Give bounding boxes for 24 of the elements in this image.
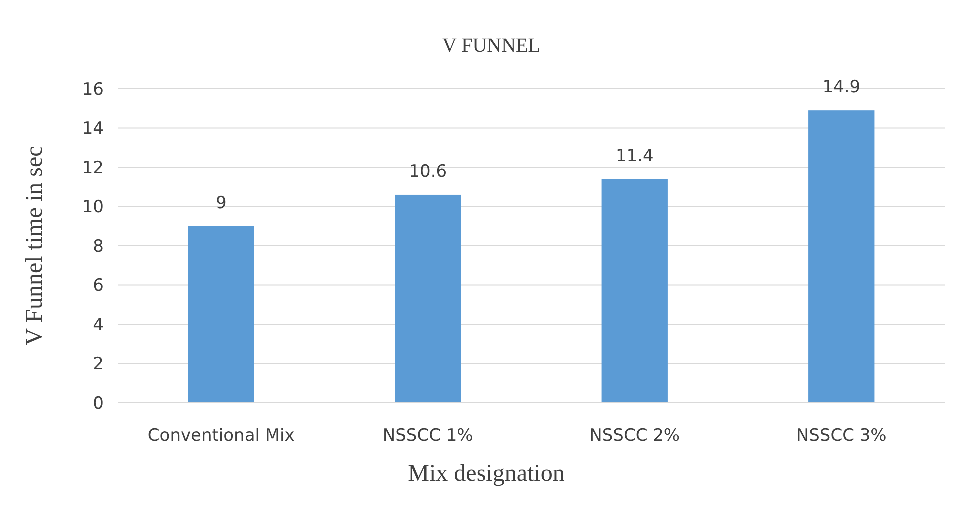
bar <box>602 179 668 403</box>
data-label: 11.4 <box>616 146 654 166</box>
y-tick-label: 12 <box>82 158 104 178</box>
y-tick-label: 4 <box>93 315 104 336</box>
y-tick-label: 2 <box>93 354 104 375</box>
y-tick-label: 16 <box>82 80 104 100</box>
x-tick-label: NSSCC 3% <box>796 426 887 446</box>
bar <box>808 110 875 403</box>
y-tick-label: 14 <box>82 119 104 140</box>
x-axis-title: Mix designation <box>408 461 565 487</box>
y-axis-title: V Funnel time in sec <box>22 146 48 346</box>
data-label: 9 <box>216 193 227 214</box>
y-tick-label: 8 <box>93 236 104 257</box>
data-label: 10.6 <box>409 162 448 182</box>
bar <box>395 194 462 403</box>
x-tick-label: NSSCC 1% <box>382 426 474 446</box>
y-tick-label: 6 <box>93 276 104 296</box>
chart-title: V FUNNEL <box>442 35 540 57</box>
x-tick-label: NSSCC 2% <box>590 426 680 446</box>
bar <box>188 226 254 403</box>
data-label: 14.9 <box>822 78 861 98</box>
y-tick-label: 10 <box>82 198 104 218</box>
x-tick-label: Conventional Mix <box>148 426 295 446</box>
y-tick-label: 0 <box>93 394 104 414</box>
